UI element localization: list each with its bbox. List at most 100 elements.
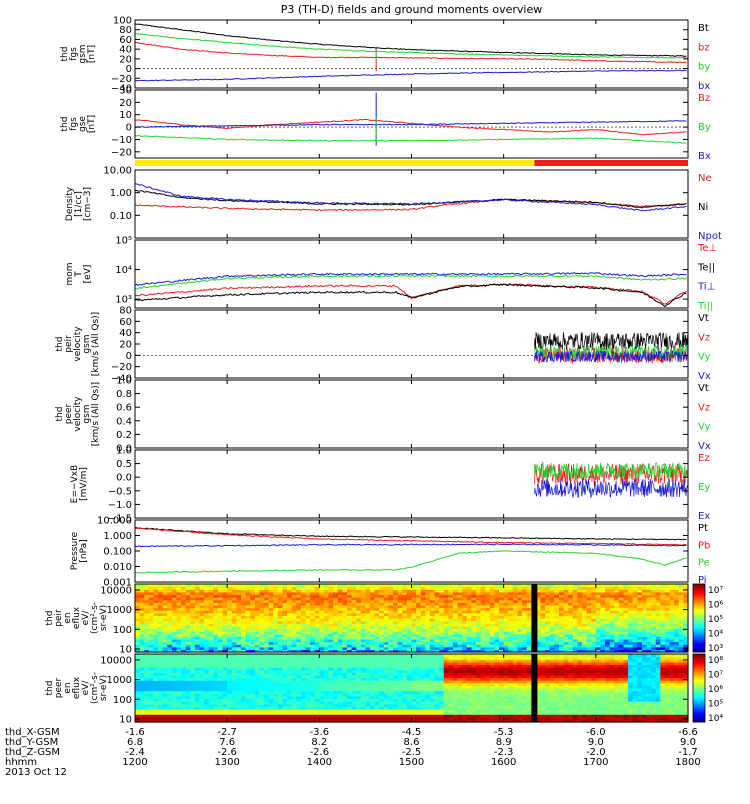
legend-fgs_gsm-Bt: Bt [698,23,709,34]
ytick-label-peir_eflux: 100 [113,625,132,636]
legend-fgs_gse-Bz: Bz [698,93,710,104]
ytick-label-efield: 0.5 [116,459,132,470]
ytick-label-efield: 1.0 [116,446,132,457]
ytick-label-temperature: 10⁴ [115,265,132,276]
panel-frame [135,520,688,582]
legend-peer_velocity-Vz: Vz [698,402,710,413]
ytick-label-pressure: 1.000 [103,531,132,542]
panel-frame [135,20,688,88]
ytick-label-peer_velocity: 1.0 [116,376,132,387]
ylabel-fgs_gse: [nT] [87,115,97,133]
legend-pressure-Pt: Pt [698,523,708,534]
ytick-label-fgs_gse: 10 [119,110,132,121]
legend-density-Ne: Ne [698,173,712,184]
ytick-label-efield: 0.0 [116,473,132,484]
ytick-label-fgs_gse: −10 [111,135,132,146]
ytick-label-peir_velocity: −20 [111,362,132,373]
legend-peir_velocity-Vt: Vt [698,313,709,324]
series-pressure-3 [135,544,687,547]
ytick-label-peer_velocity: 0.8 [116,389,132,400]
legend-temperature-Te||: Te|| [697,262,715,273]
ytick-label-peir_eflux: 10 [119,644,132,655]
ytick-label-fgs_gse: 0 [126,123,132,134]
series-fgs_gsm-3 [135,70,687,81]
legend-fgs_gsm-bx: bx [698,81,710,92]
legend-density-Npot: Npot [698,231,722,242]
legend-temperature-Ti||: Ti|| [697,301,713,312]
ytick-label-peer_velocity: 0.2 [116,430,132,441]
ylabel-temperature: [eV] [83,265,93,284]
colorbar-label-peir_eflux: 10⁶ [708,601,723,611]
ylabel-pressure: [nPa] [79,539,89,562]
ytick-label-fgs_gse: −20 [111,147,132,158]
series-pressure-2 [135,551,687,573]
panel-pressure: PtPbPePi10.0001.0000.1000.0100.001Pressu… [70,516,710,589]
legend-peir_velocity-Vy: Vy [698,352,711,363]
legend-temperature-Te⊥: Te⊥ [697,243,717,254]
legend-efield-Ey: Ey [698,482,710,493]
ylabel-peer_velocity: [km/s (All Qs)] [91,382,101,446]
colorbar-label-peir_eflux: 10⁵ [708,615,723,625]
data-gap [531,584,537,652]
ytick-label-peer_velocity: 0.6 [116,403,132,414]
series-temperature-2 [135,273,687,286]
ytick-label-fgs_gse: 20 [119,98,132,109]
ytick-label-peir_velocity: 60 [119,317,132,328]
series-pressure-0 [135,527,687,540]
legend-efield-Ex: Ex [698,511,710,522]
legend-fgs_gsm-by: by [698,62,710,73]
ytick-label-efield: −1.0 [108,500,132,511]
ytick-label-peir_velocity: 0 [126,351,132,362]
legend-fgs_gse-Bx: Bx [698,151,711,162]
series-fgs_gsm-0 [135,24,687,57]
legend-peir_velocity-Vx: Vx [698,371,711,382]
colorbar-label-peir_eflux: 10³ [708,644,723,654]
legend-fgs_gsm-bz: bz [698,42,710,53]
panel-frame [135,90,688,158]
panel-frame [135,380,688,448]
series-fgs_gsm-2 [135,34,687,58]
ytick-label-peer_velocity: 0.4 [116,416,132,427]
legend-pressure-Pb: Pb [698,540,710,551]
legend-efield-Ez: Ez [698,453,710,464]
series-fgs_gse-2 [135,121,687,128]
colorbar-label-peir_eflux: 10⁷ [708,586,723,596]
legend-fgs_gse-By: By [698,122,711,133]
plot-title: P3 (TH-D) fields and ground moments over… [281,3,543,16]
legend-peer_velocity-Vx: Vx [698,441,711,452]
legend-pressure-Pe: Pe [698,558,710,569]
ylabel-density: [cm−3] [83,187,93,221]
ytick-label-pressure: 10.000 [97,516,132,527]
ytick-label-pressure: 0.100 [103,547,132,558]
legend-peer_velocity-Vy: Vy [698,422,711,433]
ytick-label-density: 1.00 [110,188,132,199]
ytick-label-peir_velocity: 20 [119,340,132,351]
legend-peir_velocity-Vz: Vz [698,332,710,343]
series-peir_velocity-0 [534,332,687,350]
panel-frame [135,450,688,518]
ytick-label-peir_eflux: 1000 [107,605,132,616]
ylabel-fgs_gsm: [nT] [87,45,97,63]
ytick-label-density: 10.00 [103,166,132,177]
colorbar-label-peir_eflux: 10⁴ [708,630,723,640]
ytick-label-efield: −0.5 [108,486,132,497]
legend-temperature-Ti⊥: Ti⊥ [697,282,715,293]
ytick-label-fgs_gse: 30 [119,86,132,97]
ytick-label-peir_eflux: 10000 [100,585,132,596]
ytick-label-density: 0.10 [110,211,132,222]
series-density-2 [135,184,687,211]
ytick-label-pressure: 0.010 [103,562,132,573]
ylabel-peir_eflux: sr-eV) [99,605,109,631]
ytick-label-temperature: 10⁵ [115,236,132,247]
